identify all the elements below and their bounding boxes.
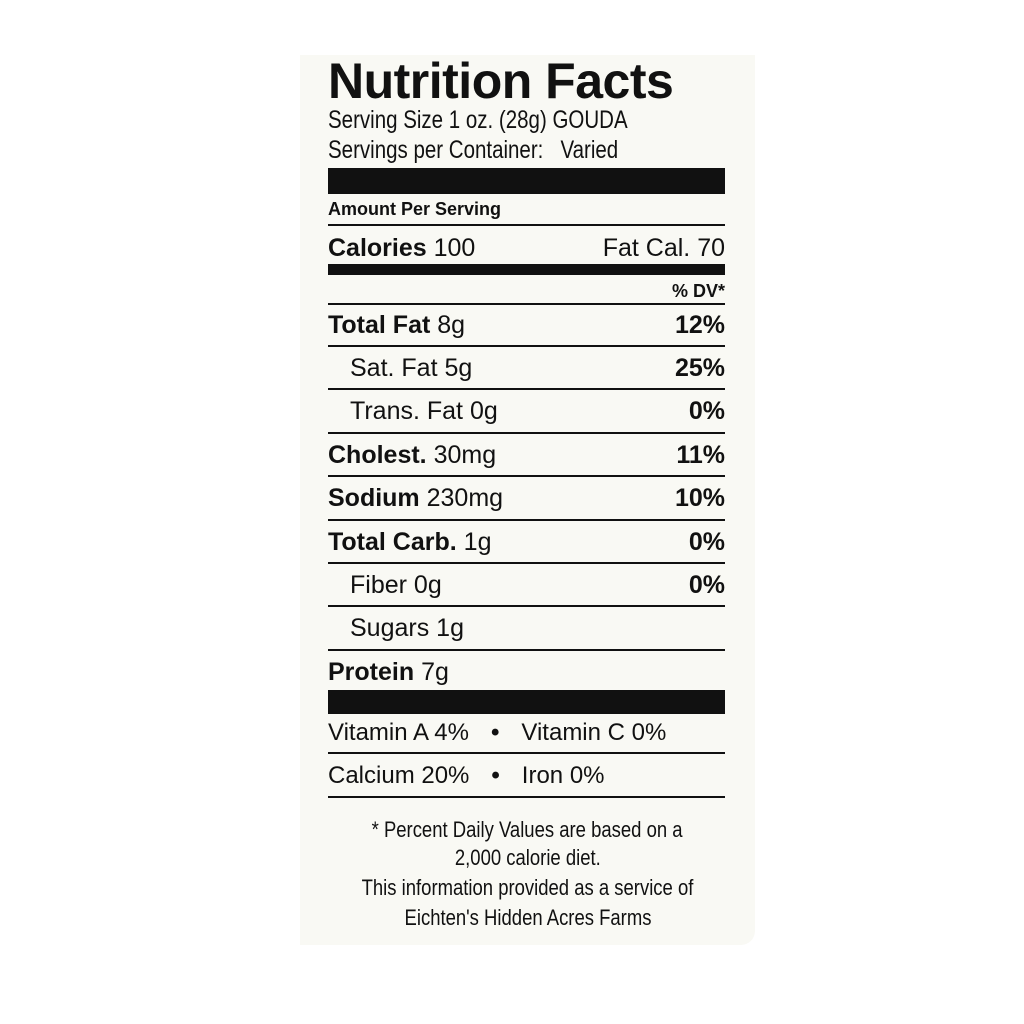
nutrient-dv: 10% <box>674 484 725 513</box>
divider <box>328 224 725 226</box>
calories-value: 100 <box>433 233 476 262</box>
nutrient-amount: 8g <box>437 310 466 339</box>
calcium: Calcium 20% <box>328 762 470 789</box>
nutrient-label: Cholest. 30mg <box>328 441 496 470</box>
divider <box>328 388 725 391</box>
footnote-text: Eichten's Hidden Acres Farms <box>404 905 651 930</box>
vitamin-row: Vitamin A 4% • Vitamin C 0% <box>328 713 725 753</box>
nutrient-amount: 1g <box>436 614 464 643</box>
nutrient-amount: 7g <box>421 657 449 686</box>
nutrient-row: Protein 7g <box>328 652 725 692</box>
amount-per-serving: Amount Per Serving <box>328 199 502 219</box>
divider <box>328 475 725 478</box>
divider <box>328 562 725 564</box>
calories-label: Calories <box>328 233 427 262</box>
nutrient-amount: 230mg <box>426 484 504 513</box>
nutrient-dv: 0% <box>688 397 725 426</box>
mineral-row: Calcium 20% • Iron 0% <box>328 756 725 796</box>
nutrient-name: Cholest. <box>328 440 427 469</box>
divider <box>328 752 725 754</box>
nutrient-label: Fiber 0g <box>350 571 442 600</box>
fat-calories: Fat Cal. 70 <box>602 233 725 262</box>
nutrient-row: Fiber 0g 0% <box>350 565 725 605</box>
servings-value: Varied <box>560 136 619 164</box>
nutrient-name: Total Fat <box>328 310 431 339</box>
divider <box>328 605 725 608</box>
nutrient-amount: 5g <box>444 353 473 382</box>
servings-label: Servings per Container: <box>328 136 544 164</box>
nutrient-label: Protein 7g <box>328 658 449 687</box>
nutrient-amount: 0g <box>469 397 498 426</box>
footnote-text: This information provided as a service o… <box>361 875 694 900</box>
serving-size: Serving Size 1 oz. (28g) GOUDA <box>328 106 628 134</box>
footnote-line: * Percent Daily Values are based on a <box>300 817 755 843</box>
nutrient-name: Sodium <box>328 484 420 513</box>
nutrient-label: Total Carb. 1g <box>328 528 491 557</box>
nutrient-name: Total Carb. <box>328 527 457 556</box>
nutrient-row: Cholest. 30mg 11% <box>328 435 725 475</box>
divider <box>328 431 725 434</box>
nutrient-name: Trans. Fat <box>350 397 463 426</box>
divider <box>328 648 725 651</box>
nutrient-dv: 12% <box>674 310 725 339</box>
nutrient-label: Total Fat 8g <box>328 311 465 340</box>
dv-header: % DV* <box>671 281 725 301</box>
divider <box>328 345 725 347</box>
nutrient-dv: 11% <box>676 440 725 469</box>
label-title: Nutrition Facts <box>328 53 674 109</box>
nutrient-name: Protein <box>328 657 415 686</box>
footnote-line: Eichten's Hidden Acres Farms <box>300 905 755 931</box>
nutrient-amount: 1g <box>463 527 492 556</box>
nutrient-row: Sodium 230mg 10% <box>328 479 725 519</box>
medium-divider <box>328 264 725 275</box>
servings-per-container: Servings per Container: Varied <box>328 136 618 165</box>
thick-divider <box>328 168 725 194</box>
nutrient-dv: 0% <box>688 570 725 599</box>
nutrient-label: Sat. Fat 5g <box>350 354 472 383</box>
footnote-line: This information provided as a service o… <box>300 875 755 901</box>
bullet: • <box>490 719 500 746</box>
divider <box>328 518 725 521</box>
nutrient-label: Sugars 1g <box>350 614 464 643</box>
footnote-text: * Percent Daily Values are based on a <box>372 817 683 842</box>
footnote-line: 2,000 calorie diet. <box>300 845 755 871</box>
nutrient-amount: 0g <box>413 570 442 599</box>
nutrient-name: Fiber <box>350 570 407 599</box>
nutrient-dv: 0% <box>688 527 725 556</box>
iron: Iron 0% <box>521 762 605 789</box>
calories-row: Calories 100 Fat Cal. 70 <box>328 228 725 268</box>
nutrient-name: Sugars <box>350 614 430 643</box>
nutrient-label: Trans. Fat 0g <box>350 397 498 426</box>
nutrient-row: Sat. Fat 5g 25% <box>350 348 725 388</box>
vitamin-c: Vitamin C 0% <box>521 719 667 746</box>
vitamin-a: Vitamin A 4% <box>328 719 469 746</box>
nutrient-row: Total Fat 8g 12% <box>328 305 725 345</box>
nutrient-row: Trans. Fat 0g 0% <box>350 392 725 432</box>
footnote-text: 2,000 calorie diet. <box>454 845 601 870</box>
nutrient-dv: 25% <box>674 353 725 382</box>
bullet: • <box>491 762 500 789</box>
nutrient-amount: 30mg <box>433 440 497 469</box>
divider <box>328 796 725 798</box>
nutrient-name: Sat. Fat <box>350 353 438 382</box>
nutrient-row: Total Carb. 1g 0% <box>328 522 725 562</box>
nutrient-label: Sodium 230mg <box>328 484 503 513</box>
thick-divider <box>328 690 725 714</box>
divider <box>328 303 725 305</box>
nutrient-row: Sugars 1g <box>350 609 725 649</box>
